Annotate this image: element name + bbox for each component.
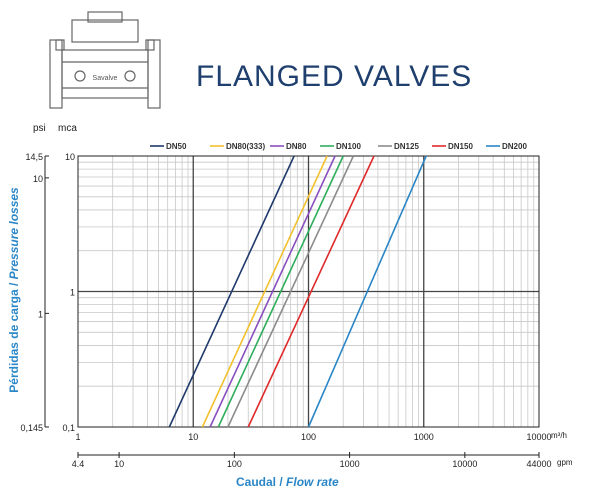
series-line-dn50 (168, 155, 295, 428)
y-axis-title-en: Pressure losses (7, 187, 21, 279)
grid-major (78, 156, 539, 427)
x-axis-title-en: Flow rate (286, 475, 339, 489)
flanged-valve-icon: Savalve (49, 11, 161, 109)
brand-label: Savalve (93, 75, 118, 82)
x2-tick-label: 1000 (340, 459, 360, 469)
x2-tick-label: 10000 (452, 459, 477, 469)
x2-tick-label: 4.4 (72, 459, 85, 469)
series-line-dn80-333- (201, 155, 328, 428)
legend-label: DN50 (166, 142, 187, 151)
x-unit-label: m³/h (551, 431, 567, 440)
y2-tick-label: 1 (38, 309, 43, 319)
x2-tick-label: 44000 (526, 459, 551, 469)
y-axis-title-es: Pérdidas de carga / (7, 282, 21, 393)
legend: DN50 DN80(333) DN80 DN100 DN125 DN150 DN200 (150, 142, 527, 151)
y-tick-label: 1 (70, 288, 75, 298)
legend-label: DN150 (448, 142, 473, 151)
x2-tick-label: 100 (227, 459, 242, 469)
series-line-dn200 (307, 155, 427, 428)
series-layer (168, 155, 427, 428)
legend-label: DN80 (286, 142, 307, 151)
x-tick-label: 1 (75, 432, 80, 442)
legend-label: DN80(333) (226, 142, 265, 151)
legend-label: DN125 (394, 142, 419, 151)
y2-tick-label: 10 (33, 174, 43, 184)
y2-tick-label: 0,145 (20, 423, 43, 433)
x-tick-label: 10000 (526, 432, 551, 442)
x-tick-label: 100 (301, 432, 316, 442)
y-tick-label: 10 (65, 152, 75, 162)
y2-tick-label: 14,5 (25, 152, 43, 162)
page-title: FLANGED VALVES (196, 60, 473, 93)
series-line-dn100 (217, 155, 344, 428)
y-unit-label: mca (58, 123, 77, 134)
y2-unit-label: psi (33, 123, 46, 134)
series-line-dn80 (209, 155, 336, 428)
x2-unit-label: gpm (557, 458, 573, 467)
series-line-dn150 (247, 155, 375, 428)
x-tick-label: 10 (188, 432, 198, 442)
x2-tick-label: 10 (114, 459, 124, 469)
y-axis-title: Pérdidas de carga / Pressure losses (7, 187, 21, 393)
x-axis-title: Caudal / Flow rate (236, 475, 339, 489)
y-tick-label: 0,1 (62, 423, 75, 433)
legend-label: DN200 (502, 142, 527, 151)
x-tick-label: 1000 (414, 432, 434, 442)
series-line-dn125 (227, 155, 355, 428)
x-axis-title-es: Caudal / (236, 475, 283, 489)
legend-label: DN100 (336, 142, 361, 151)
